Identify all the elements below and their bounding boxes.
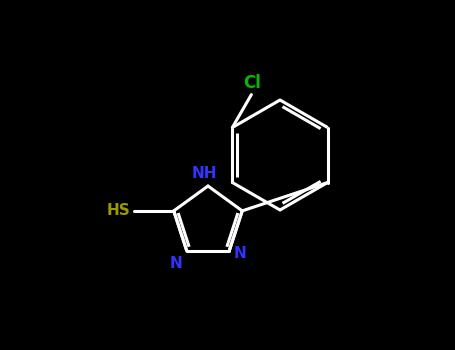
Text: HS: HS bbox=[107, 203, 131, 218]
Text: N: N bbox=[170, 256, 183, 271]
Text: NH: NH bbox=[191, 166, 217, 181]
Text: N: N bbox=[233, 246, 246, 261]
Text: Cl: Cl bbox=[243, 74, 261, 92]
